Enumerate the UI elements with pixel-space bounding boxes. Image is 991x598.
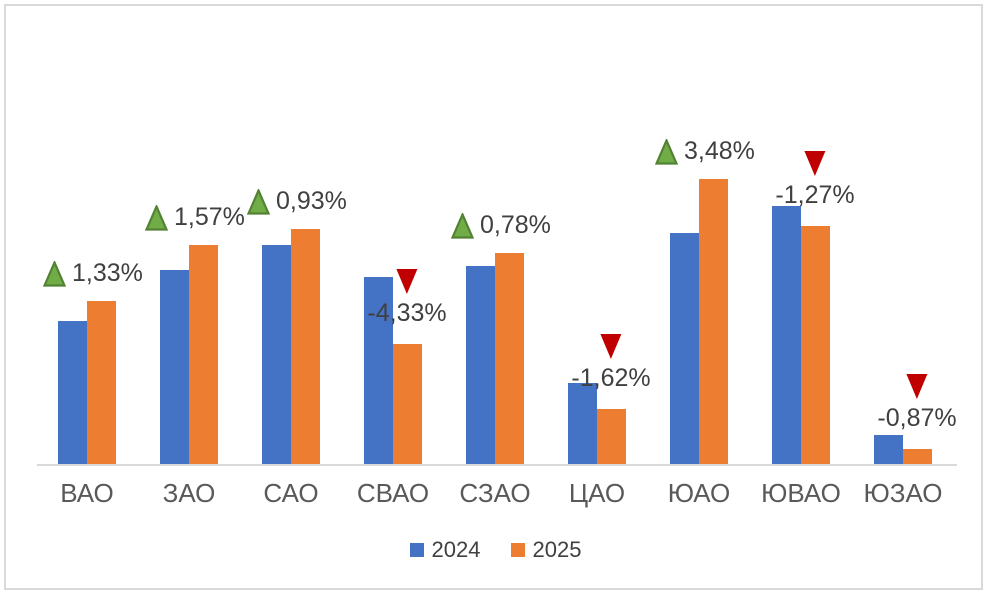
plot-area: 1,33% 1,57% 0,93% -4,33% 0,78% -1,62% 3,48% -1,… <box>36 18 957 464</box>
bar-2025 <box>699 179 728 464</box>
bar-group-ВАО: 1,33% <box>36 18 143 464</box>
legend-item-2025: 2025 <box>510 537 582 563</box>
bar-group-ЮАО: 3,48% <box>648 18 755 464</box>
change-label: 3,48% <box>684 137 755 165</box>
change-annotation: 1,57% <box>145 203 245 232</box>
up-arrow-icon <box>43 260 66 287</box>
bar-2025 <box>495 253 524 464</box>
bar-2024 <box>772 206 801 464</box>
bar-2024 <box>568 383 597 464</box>
legend-label-2024: 2024 <box>431 537 481 562</box>
change-label: -0,87% <box>877 404 957 432</box>
change-label: -1,27% <box>775 181 855 209</box>
legend-swatch-2025-icon <box>510 543 525 557</box>
category-label-СЗАО: СЗАО <box>459 478 531 508</box>
category-axis: ВАО ЗАО САО СВАО СЗАО ЦАО ЮАО ЮВАО ЮЗАО <box>36 478 954 509</box>
bar-group-СВАО: -4,33% <box>342 18 447 464</box>
bar-2025 <box>189 245 218 464</box>
category-label-ЦАО: ЦАО <box>568 478 626 508</box>
change-annotation: -1,62% <box>571 333 651 393</box>
category-label-ЗАО: ЗАО <box>162 478 216 508</box>
change-annotation: 0,93% <box>247 187 347 216</box>
bar-2025 <box>801 226 830 464</box>
category-label-ЮВАО: ЮВАО <box>761 478 841 508</box>
bar-group-ЮЗАО: -0,87% <box>852 18 957 464</box>
bar-2025 <box>291 229 320 464</box>
bar-group-САО: 0,93% <box>240 18 347 464</box>
bar-2024 <box>262 245 291 464</box>
change-label: 0,93% <box>276 187 347 215</box>
bar-2024 <box>160 270 189 464</box>
change-label: -1,62% <box>571 364 651 392</box>
down-arrow-icon <box>804 151 826 176</box>
category-label-ВАО: ВАО <box>60 478 114 508</box>
legend-item-2024: 2024 <box>409 537 481 563</box>
x-axis-line <box>37 464 957 466</box>
legend-swatch-2024-icon <box>409 543 424 557</box>
up-arrow-icon <box>145 204 168 231</box>
legend-label-2025: 2025 <box>532 537 582 562</box>
bar-2024 <box>874 435 903 464</box>
legend: 2024 2025 <box>0 537 991 563</box>
bar-group-СЗАО: 0,78% <box>444 18 551 464</box>
bar-2024 <box>58 321 87 464</box>
change-annotation: -4,33% <box>367 268 447 328</box>
bar-2025 <box>903 449 932 464</box>
up-arrow-icon <box>451 212 474 239</box>
change-label: 0,78% <box>480 211 551 239</box>
change-annotation: 3,48% <box>655 137 755 166</box>
bar-group-ЦАО: -1,62% <box>546 18 651 464</box>
change-annotation: -0,87% <box>877 373 957 433</box>
bar-group-ЮВАО: -1,27% <box>750 18 855 464</box>
change-annotation: -1,27% <box>775 150 855 210</box>
category-label-ЮЗАО: ЮЗАО <box>863 478 943 508</box>
category-label-СВАО: СВАО <box>356 478 430 508</box>
bar-2024 <box>670 233 699 464</box>
down-arrow-icon <box>396 269 418 294</box>
up-arrow-icon <box>247 188 270 215</box>
up-arrow-icon <box>655 138 678 165</box>
change-annotation: 1,33% <box>43 259 143 288</box>
bar-group-ЗАО: 1,57% <box>138 18 245 464</box>
bar-2024 <box>466 266 495 464</box>
change-label: -4,33% <box>367 299 447 327</box>
change-annotation: 0,78% <box>451 211 551 240</box>
change-label: 1,57% <box>174 203 245 231</box>
category-label-САО: САО <box>263 478 319 508</box>
category-label-ЮАО: ЮАО <box>667 478 731 508</box>
change-label: 1,33% <box>72 259 143 287</box>
down-arrow-icon <box>600 334 622 359</box>
down-arrow-icon <box>906 374 928 399</box>
bar-2024 <box>364 277 393 464</box>
bar-2025 <box>597 409 626 464</box>
bar-2025 <box>393 344 422 464</box>
bar-2025 <box>87 301 116 464</box>
